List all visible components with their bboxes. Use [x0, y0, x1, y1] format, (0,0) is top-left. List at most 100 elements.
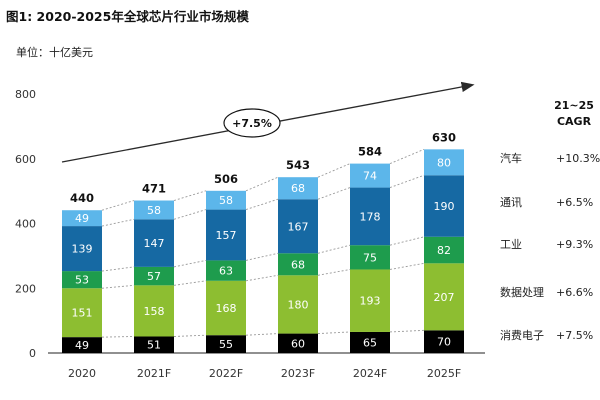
y-tick-label-4: 800: [15, 88, 36, 101]
legend-label-1: 数据处理: [500, 285, 544, 299]
bar-segment-2-4: [206, 190, 246, 210]
category-label-0: 2020: [68, 367, 96, 380]
data-label-0-0: 49: [75, 339, 89, 352]
bar-segment-3-4: [278, 177, 318, 200]
total-label-3: 543: [286, 158, 310, 172]
connector-4-2: [389, 236, 425, 246]
connector-2-0: [245, 333, 279, 336]
connector-1-3: [173, 209, 207, 220]
connector-3-0: [317, 331, 351, 335]
category-label-4: 2024F: [353, 367, 387, 380]
connector-4-4: [389, 148, 425, 165]
bar-segment-4-3: [350, 187, 390, 246]
connector-4-0: [389, 329, 425, 333]
connector-3-2: [317, 244, 351, 254]
connector-1-4: [173, 190, 207, 201]
data-label-5-2: 82: [437, 244, 451, 257]
data-label-3-1: 180: [288, 298, 309, 311]
data-label-1-1: 158: [144, 305, 165, 318]
bar-segment-5-2: [424, 236, 464, 264]
data-label-3-0: 60: [291, 337, 305, 350]
connector-0-2: [101, 266, 135, 272]
connector-0-3: [101, 218, 135, 227]
category-label-3: 2023F: [281, 367, 315, 380]
bar-segment-4-0: [350, 331, 390, 353]
category-label-2: 2022F: [209, 367, 243, 380]
cagr-value-4: +10.3%: [556, 152, 600, 165]
data-label-3-3: 167: [288, 220, 309, 233]
connector-2-2: [245, 252, 279, 261]
connector-1-0: [173, 334, 207, 337]
chart-title: 图1: 2020-2025年全球芯片行业市场规模: [6, 9, 249, 24]
bar-segment-0-2: [62, 271, 102, 289]
cagr-value-2: +9.3%: [556, 238, 593, 251]
y-tick-label-1: 200: [15, 282, 36, 295]
cagr-header-line2: CAGR: [557, 115, 592, 128]
connector-0-1: [101, 284, 135, 289]
data-label-0-2: 53: [75, 274, 89, 287]
cagr-header-line1: 21~25: [554, 99, 594, 112]
cagr-value-0: +7.5%: [556, 329, 593, 342]
connector-3-1: [317, 269, 351, 276]
bar-segment-2-3: [206, 209, 246, 261]
bar-segment-1-0: [134, 336, 174, 353]
connector-2-1: [245, 274, 279, 282]
bar-segment-5-1: [424, 263, 464, 331]
y-tick-label-0: 0: [29, 347, 36, 360]
unit-label: 单位：十亿美元: [16, 46, 93, 59]
connector-4-1: [389, 262, 425, 270]
legend-label-0: 消费电子: [500, 328, 544, 342]
data-label-2-1: 168: [216, 302, 237, 315]
legend-label-2: 工业: [500, 238, 522, 251]
connector-4-3: [389, 174, 425, 188]
data-label-2-2: 63: [219, 265, 233, 278]
data-label-1-3: 147: [144, 237, 165, 250]
data-label-0-4: 49: [75, 212, 89, 225]
bar-segment-3-0: [278, 333, 318, 353]
total-label-2: 506: [214, 172, 238, 186]
connector-2-4: [245, 176, 279, 192]
connector-2-3: [245, 198, 279, 211]
bar-segment-3-3: [278, 199, 318, 254]
bar-segment-1-3: [134, 219, 174, 267]
data-label-5-1: 207: [434, 291, 455, 304]
category-label-1: 2021F: [137, 367, 171, 380]
connector-0-0: [101, 336, 135, 338]
data-label-3-2: 68: [291, 258, 305, 271]
connector-3-3: [317, 187, 351, 200]
bar-segment-1-4: [134, 200, 174, 220]
bar-segment-3-2: [278, 253, 318, 276]
data-label-4-4: 74: [363, 170, 377, 183]
cagr-value-1: +6.6%: [556, 286, 593, 299]
data-label-4-0: 65: [363, 336, 377, 349]
bar-segment-5-4: [424, 149, 464, 176]
bar-segment-4-2: [350, 245, 390, 270]
bar-segment-2-1: [206, 280, 246, 336]
total-label-4: 584: [358, 145, 382, 159]
bar-segment-5-0: [424, 330, 464, 353]
y-tick-label-3: 600: [15, 153, 36, 166]
data-label-3-4: 68: [291, 182, 305, 195]
bar-segment-0-0: [62, 337, 102, 353]
category-label-5: 2025F: [427, 367, 461, 380]
data-label-1-2: 57: [147, 270, 161, 283]
data-label-5-4: 80: [437, 156, 451, 169]
data-label-5-3: 190: [434, 200, 455, 213]
connector-1-2: [173, 259, 207, 268]
bar-segment-0-3: [62, 226, 102, 272]
data-label-1-0: 51: [147, 339, 161, 352]
data-label-2-0: 55: [219, 338, 233, 351]
data-label-5-0: 70: [437, 336, 451, 349]
bar-segment-5-3: [424, 175, 464, 237]
connector-3-4: [317, 163, 351, 178]
trend-annotation-label: +7.5%: [232, 117, 272, 130]
connector-0-4: [101, 200, 135, 211]
data-label-1-4: 58: [147, 204, 161, 217]
bar-segment-4-4: [350, 163, 390, 188]
connector-1-1: [173, 280, 207, 286]
data-label-2-4: 58: [219, 194, 233, 207]
bar-segment-1-1: [134, 285, 174, 337]
bar-segment-4-1: [350, 269, 390, 332]
data-label-2-3: 157: [216, 229, 237, 242]
